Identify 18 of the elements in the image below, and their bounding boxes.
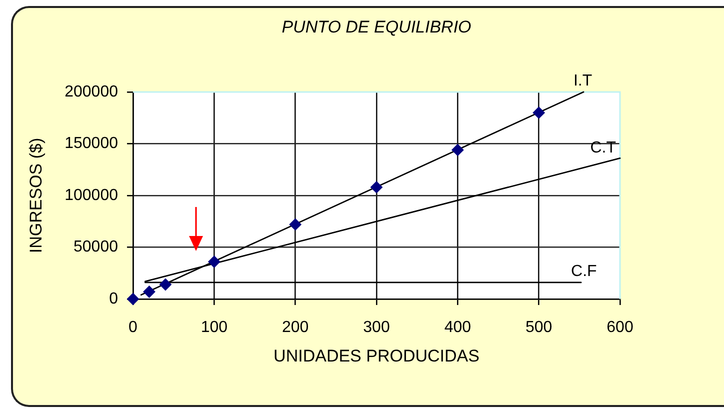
y-axis-title: INGRESOS ($) [26,138,46,254]
y-tick-label: 50000 [74,238,118,256]
x-tick-label: 0 [128,319,138,336]
x-tick-label: 300 [363,319,390,336]
x-tick-label: 100 [200,319,228,336]
series-label: C.F [571,262,598,280]
x-tick-label: 200 [282,319,309,336]
y-tick-label: 200000 [64,83,118,100]
x-tick-label: 500 [525,319,552,336]
y-tick-label: 150000 [64,135,118,152]
y-tick-label: 0 [109,290,118,308]
chart-title: PUNTO DE EQUILIBRIO [282,18,472,37]
x-tick-label: 600 [606,319,634,336]
series-label: C.T [590,140,616,157]
y-tick-label: 100000 [64,186,118,204]
series-label: I.T [573,72,592,90]
x-tick-label: 400 [444,319,472,336]
x-axis-title: UNIDADES PRODUCIDAS [274,346,480,366]
